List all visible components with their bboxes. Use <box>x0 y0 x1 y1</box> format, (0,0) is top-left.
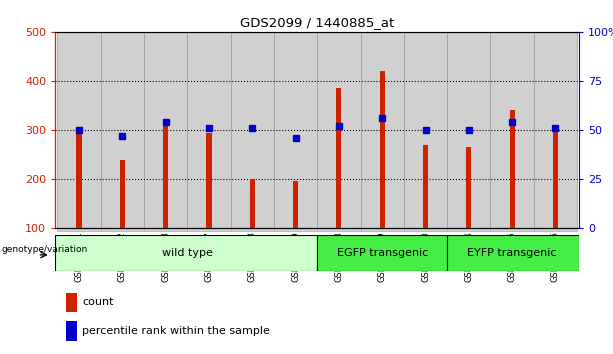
Bar <box>318 32 360 228</box>
Bar <box>66 321 77 341</box>
Bar <box>423 145 428 228</box>
Bar <box>447 228 490 231</box>
Bar <box>490 228 534 231</box>
Title: GDS2099 / 1440885_at: GDS2099 / 1440885_at <box>240 16 394 29</box>
Bar <box>360 228 404 231</box>
Bar <box>207 132 211 228</box>
Bar <box>249 179 255 228</box>
Bar <box>101 32 144 228</box>
Bar <box>360 32 404 228</box>
Bar <box>77 130 82 228</box>
Text: percentile rank within the sample: percentile rank within the sample <box>82 326 270 336</box>
Bar <box>534 228 577 231</box>
Bar <box>447 32 490 228</box>
Bar <box>337 88 341 228</box>
Bar <box>144 228 188 231</box>
Bar <box>66 293 77 312</box>
Text: EGFP transgenic: EGFP transgenic <box>337 248 428 258</box>
Bar <box>404 32 447 228</box>
Bar <box>120 160 125 228</box>
Bar <box>101 228 144 231</box>
Text: wild type: wild type <box>162 248 213 258</box>
Bar <box>379 71 385 228</box>
Bar <box>318 235 447 271</box>
Bar <box>55 235 318 271</box>
Text: count: count <box>82 297 114 307</box>
Bar <box>447 235 579 271</box>
Bar <box>230 32 274 228</box>
Text: EYFP transgenic: EYFP transgenic <box>467 248 557 258</box>
Bar <box>58 228 101 231</box>
Bar <box>553 125 558 228</box>
Bar <box>490 32 534 228</box>
Bar <box>188 32 230 228</box>
Bar <box>144 32 188 228</box>
Bar <box>509 110 515 228</box>
Bar <box>318 228 360 231</box>
Bar <box>274 32 318 228</box>
Bar <box>404 228 447 231</box>
Bar <box>58 32 101 228</box>
Bar <box>163 120 168 228</box>
Bar <box>293 181 298 228</box>
Bar <box>188 228 230 231</box>
Bar <box>230 228 274 231</box>
Bar <box>534 32 577 228</box>
Text: genotype/variation: genotype/variation <box>1 245 88 254</box>
Bar <box>466 147 471 228</box>
Bar <box>274 228 318 231</box>
